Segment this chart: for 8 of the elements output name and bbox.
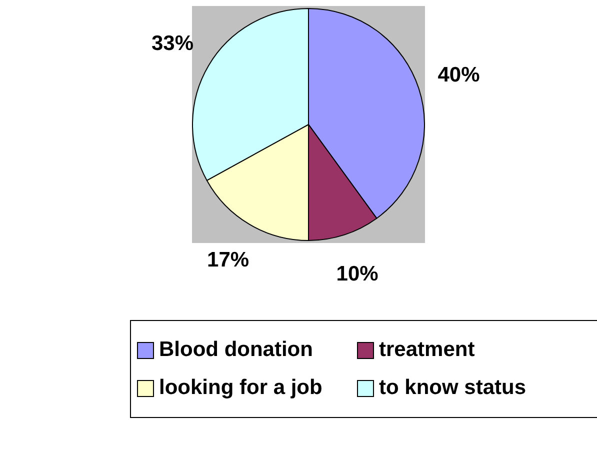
data-label: 40%	[438, 63, 480, 86]
data-label: 10%	[336, 262, 379, 286]
data-label: 33%	[151, 32, 194, 55]
legend-label: Blood donation	[159, 338, 313, 362]
legend-label: looking for a job	[159, 376, 322, 400]
legend-label: treatment	[379, 338, 475, 362]
legend-label: to know status	[379, 376, 526, 400]
data-label: 17%	[207, 248, 250, 272]
